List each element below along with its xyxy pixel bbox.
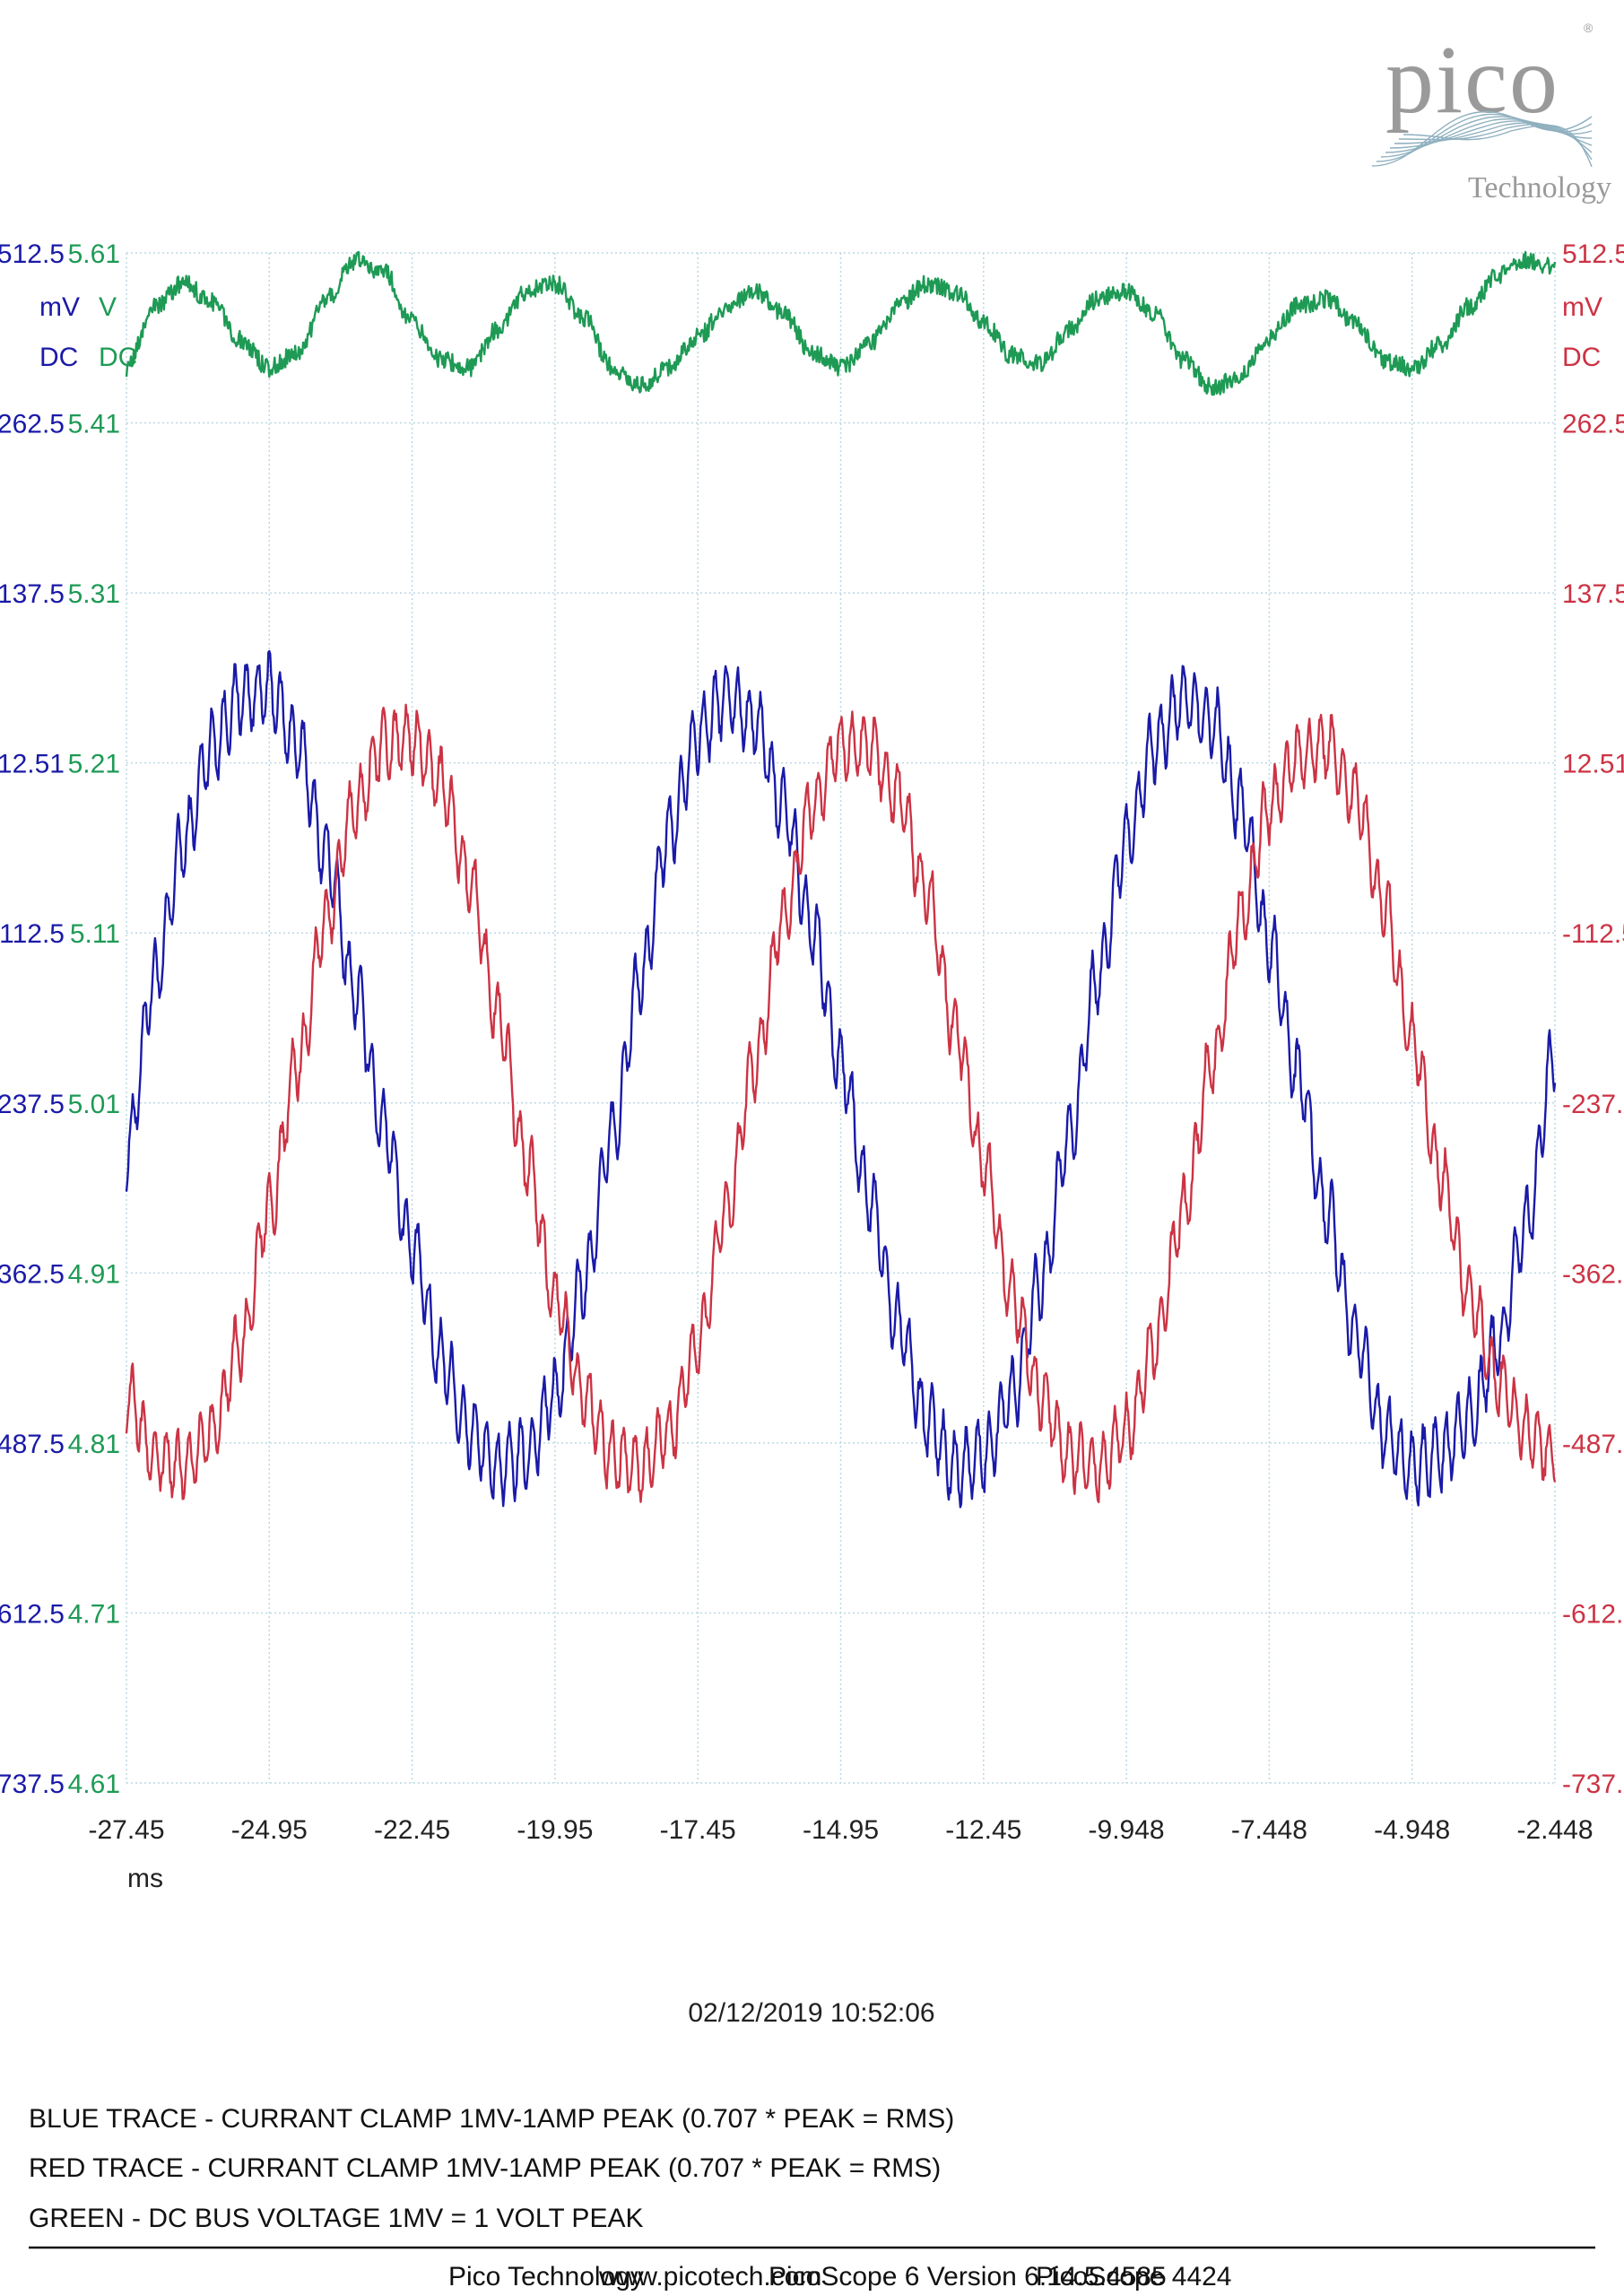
green-tick-label: 5.61 — [68, 239, 120, 269]
wave-logo-icon — [1371, 111, 1593, 168]
green-tick-label: 5.11 — [70, 919, 120, 949]
blue-coupling-label: DC — [39, 343, 78, 372]
x-tick-label: -12.45 — [945, 1815, 1021, 1845]
red-unit-label: mV — [1562, 292, 1602, 322]
note-blue-trace: BLUE TRACE - CURRANT CLAMP 1MV-1AMP PEAK… — [29, 2104, 954, 2134]
red-coupling-label: DC — [1562, 343, 1601, 372]
red-tick-label: 262.5 — [1562, 410, 1624, 439]
blue-tick-label: -487.5 — [0, 1430, 65, 1459]
red-tick-label: -487.5 — [1562, 1430, 1624, 1459]
x-tick-label: -9.948 — [1089, 1815, 1165, 1845]
blue-tick-label: -362.5 — [0, 1259, 65, 1289]
footer-software: PicoScope 6 Version 6.14.5.4585 — [769, 2262, 1167, 2292]
green-tick-label: 4.71 — [68, 1599, 120, 1629]
red-tick-label: -237.5 — [1562, 1090, 1624, 1119]
logo-brand: pico — [1385, 27, 1559, 134]
blue-tick-label: -737.5 — [0, 1770, 65, 1799]
blue-tick-label: -112.5 — [0, 919, 65, 949]
capture-timestamp: 02/12/2019 10:52:06 — [688, 1998, 934, 2028]
red-tick-label: 137.5 — [1562, 579, 1624, 609]
red-tick-label: -112.5 — [1562, 919, 1624, 949]
x-tick-label: -24.95 — [231, 1815, 308, 1845]
blue-trace — [125, 649, 1557, 1509]
x-tick-label: -14.95 — [803, 1815, 879, 1845]
footer-company: Pico Technology — [448, 2262, 644, 2292]
red-tick-label: 12.51 — [1562, 750, 1624, 779]
green-tick-label: 4.81 — [68, 1430, 120, 1459]
traces — [125, 250, 1557, 1509]
x-tick-label: -2.448 — [1516, 1815, 1593, 1845]
footer-website: www.picotech.com — [598, 2262, 821, 2292]
blue-tick-label: 262.5 — [0, 410, 65, 439]
green-trace — [125, 250, 1557, 396]
red-tick-label: -362.5 — [1562, 1259, 1624, 1289]
pico-logo: pico ® Technology — [1371, 21, 1611, 204]
blue-unit-label: mV — [39, 292, 80, 322]
red-tick-label: -612.5 — [1562, 1599, 1624, 1629]
blue-tick-label: -237.5 — [0, 1090, 65, 1119]
green-tick-label: 4.61 — [68, 1770, 120, 1799]
green-tick-label: 4.91 — [68, 1259, 120, 1289]
blue-tick-label: 512.5 — [0, 239, 65, 269]
green-tick-label: 5.31 — [68, 579, 120, 609]
x-tick-label: -17.45 — [660, 1815, 736, 1845]
plot-grid — [126, 252, 1556, 1784]
x-tick-label: -19.95 — [517, 1815, 593, 1845]
blue-tick-label: -612.5 — [0, 1599, 65, 1629]
blue-tick-label: 137.5 — [0, 579, 65, 609]
x-tick-label: -7.448 — [1231, 1815, 1307, 1845]
x-tick-label: -22.45 — [374, 1815, 450, 1845]
green-tick-label: 5.41 — [68, 410, 120, 439]
green-unit-label: V — [99, 292, 117, 322]
blue-axis: 512.5 262.5 137.5 12.51 -112.5 -237.5 -362.5 -4… — [0, 239, 65, 1799]
green-tick-label: 5.21 — [68, 750, 120, 779]
logo-tagline: Technology — [1468, 171, 1611, 204]
x-axis-unit-label: ms — [127, 1864, 163, 1893]
x-tick-label: -4.948 — [1374, 1815, 1450, 1845]
x-tick-label: -27.45 — [88, 1815, 164, 1845]
footer-device: PicoScope 4424 — [1036, 2262, 1232, 2292]
note-green-trace: GREEN - DC BUS VOLTAGE 1MV = 1 VOLT PEAK — [29, 2204, 643, 2233]
green-axis: 5.61 5.41 5.31 5.21 5.11 5.01 4.91 4.81 4.71 4.61 — [68, 239, 120, 1799]
blue-tick-label: 12.51 — [0, 750, 65, 779]
red-tick-label: 512.5 — [1562, 239, 1624, 269]
logo-registered: ® — [1584, 21, 1594, 35]
red-trace — [125, 703, 1557, 1504]
note-red-trace: RED TRACE - CURRANT CLAMP 1MV-1AMP PEAK … — [29, 2153, 941, 2183]
red-tick-label: -737.5 — [1562, 1770, 1624, 1799]
red-axis: 512.5 262.5 137.5 12.51 -112.5 -237.5 -362.5 -4… — [1562, 239, 1624, 1799]
green-tick-label: 5.01 — [68, 1090, 120, 1119]
x-axis: -27.45 -24.95 -22.45 -19.95 -17.45 -14.95 -12.… — [88, 1815, 1593, 1845]
